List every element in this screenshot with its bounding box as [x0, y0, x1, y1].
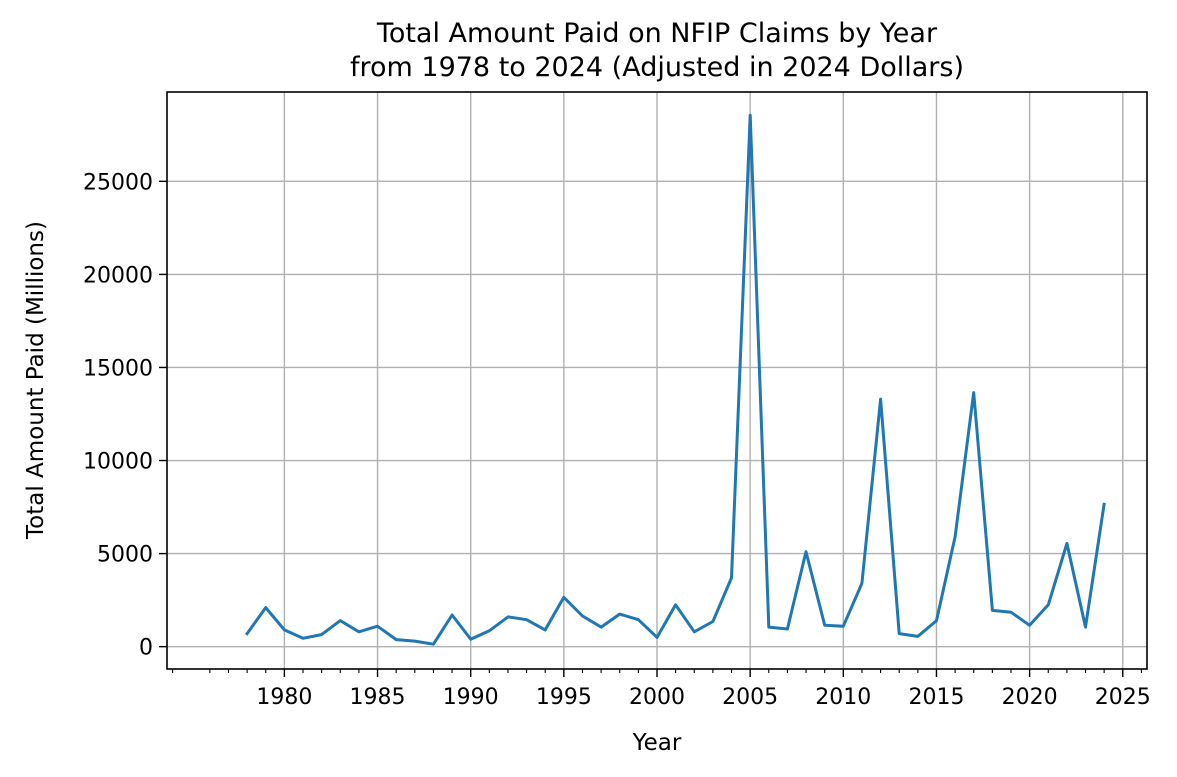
series-line [245, 113, 1106, 646]
x-axis-label: Year [632, 730, 682, 756]
y-tick-label: 10000 [83, 450, 153, 475]
x-tick-label: 1980 [256, 685, 312, 710]
plot-series [245, 113, 1106, 646]
x-tick-label: 2015 [908, 685, 964, 710]
x-tick-label: 2025 [1095, 685, 1151, 710]
y-tick-label: 15000 [83, 356, 153, 381]
x-tick-label: 1985 [350, 685, 406, 710]
y-tick-label: 25000 [83, 170, 153, 195]
chart-subtitle: from 1978 to 2024 (Adjusted in 2024 Doll… [350, 52, 964, 83]
x-tick-label: 2005 [722, 685, 778, 710]
gridlines [167, 92, 1147, 669]
x-axis-ticks: 1980 1985 1990 1995 2000 2005 2010 2015 2020 2025 [172, 669, 1151, 710]
x-tick-label: 2020 [1002, 685, 1058, 710]
chart-title: Total Amount Paid on NFIP Claims by Year [376, 18, 938, 49]
y-tick-label: 0 [139, 636, 153, 661]
y-axis-ticks: 0 5000 10000 15000 20000 25000 [83, 170, 167, 661]
x-tick-label: 2000 [629, 685, 685, 710]
y-axis-label: Total Amount Paid (Millions) [23, 221, 49, 540]
y-tick-label: 5000 [97, 543, 153, 568]
x-tick-label: 1990 [443, 685, 499, 710]
x-tick-label: 1995 [536, 685, 592, 710]
y-tick-label: 20000 [83, 263, 153, 288]
x-tick-label: 2010 [815, 685, 871, 710]
